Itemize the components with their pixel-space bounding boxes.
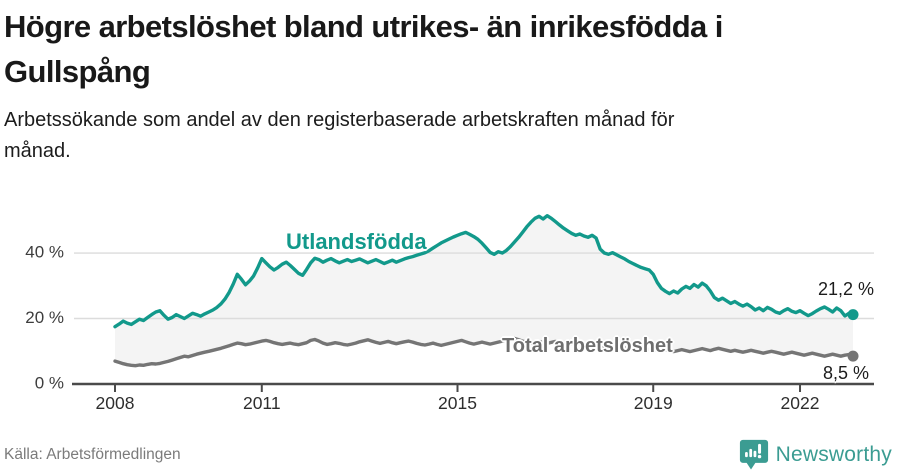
y-tick-label-0: 0 % bbox=[35, 373, 64, 392]
series-line-utlandsfodda bbox=[113, 213, 855, 329]
x-tick-label-2011: 2011 bbox=[243, 393, 281, 413]
x-tick-label-2008: 2008 bbox=[96, 393, 135, 413]
end-value-utlandsfodda: 21,2 % bbox=[817, 279, 874, 299]
series-line-total bbox=[113, 336, 855, 368]
newsworthy-wordmark: Newsworthy bbox=[775, 443, 892, 466]
x-tick-label-2015: 2015 bbox=[438, 393, 477, 413]
page-title: Högre arbetslöshet bland utrikes- än inr… bbox=[4, 9, 723, 89]
y-tick-label-20: 20 % bbox=[25, 308, 64, 327]
end-value-total: 8,5 % bbox=[822, 363, 869, 383]
x-tick-label-2022: 2022 bbox=[781, 393, 820, 413]
newsworthy-icon bbox=[739, 439, 769, 471]
series-label-utlandsfodda: Utlandsfödda bbox=[286, 229, 427, 254]
source-attribution: Källa: Arbetsförmedlingen bbox=[4, 446, 181, 463]
end-dot-total bbox=[847, 350, 859, 362]
series-label-total-arbetsloshet: Total arbetslöshet bbox=[502, 335, 673, 357]
x-tick-label-2019: 2019 bbox=[634, 393, 673, 413]
newsworthy-logo: Newsworthy bbox=[739, 438, 892, 472]
fill-between-series bbox=[115, 215, 853, 366]
y-tick-label-40: 40 % bbox=[25, 243, 64, 262]
end-dot-utlandsfodda bbox=[847, 309, 859, 321]
page-subtitle: Arbetssökande som andel av den registerb… bbox=[4, 109, 675, 162]
